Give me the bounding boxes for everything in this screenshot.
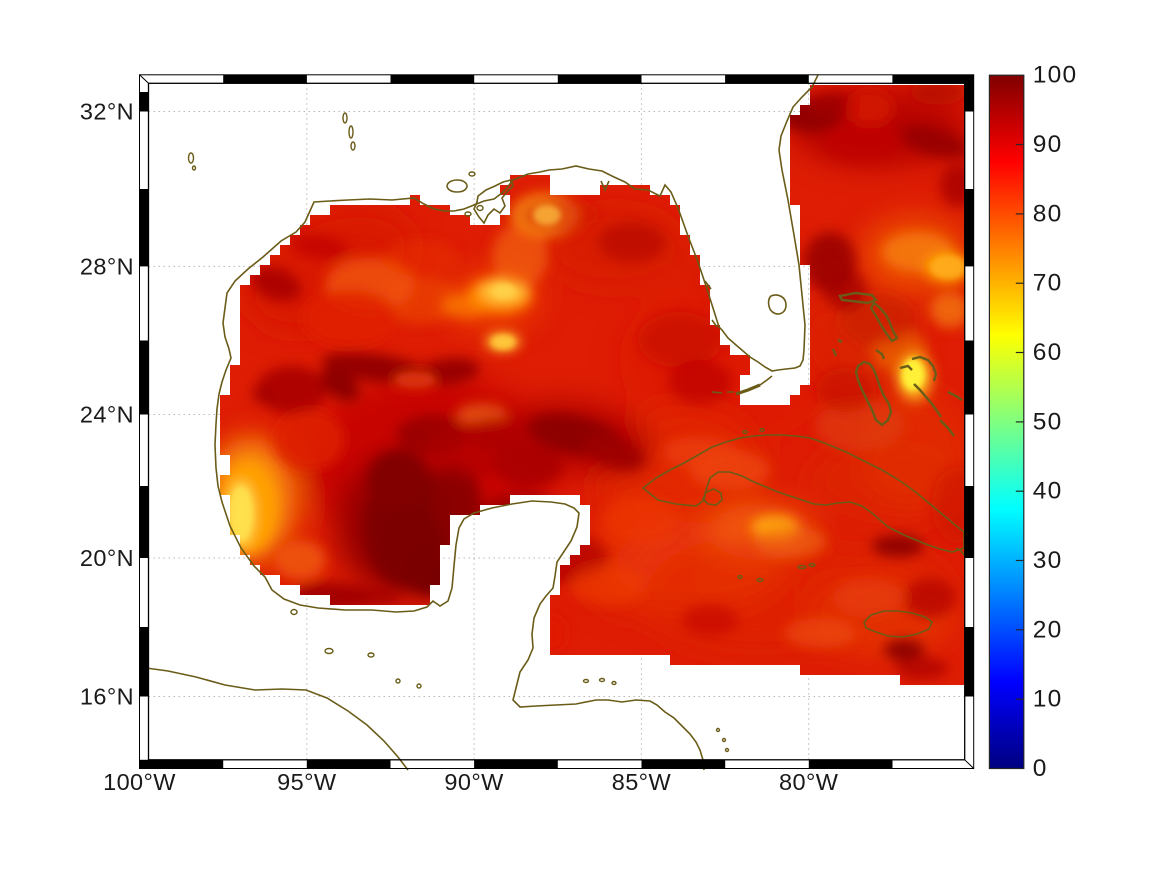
svg-text:85°W: 85°W: [612, 769, 672, 795]
svg-text:100°W: 100°W: [103, 769, 176, 795]
svg-text:20: 20: [1033, 616, 1063, 643]
svg-text:50: 50: [1033, 408, 1063, 435]
svg-text:90°W: 90°W: [444, 769, 504, 795]
svg-text:20°N: 20°N: [80, 545, 134, 571]
svg-text:10: 10: [1033, 686, 1063, 713]
svg-text:40: 40: [1033, 478, 1063, 505]
svg-text:100: 100: [1033, 62, 1077, 89]
svg-text:70: 70: [1033, 270, 1063, 297]
svg-text:16°N: 16°N: [80, 684, 134, 710]
svg-text:28°N: 28°N: [80, 253, 134, 279]
svg-text:30: 30: [1033, 547, 1063, 574]
svg-text:0: 0: [1033, 755, 1048, 782]
svg-text:80: 80: [1033, 200, 1063, 227]
svg-text:32°N: 32°N: [80, 99, 134, 125]
svg-text:90: 90: [1033, 131, 1063, 158]
svg-text:60: 60: [1033, 339, 1063, 366]
svg-text:80°W: 80°W: [779, 769, 839, 795]
svg-text:24°N: 24°N: [80, 402, 134, 428]
svg-text:95°W: 95°W: [277, 769, 337, 795]
